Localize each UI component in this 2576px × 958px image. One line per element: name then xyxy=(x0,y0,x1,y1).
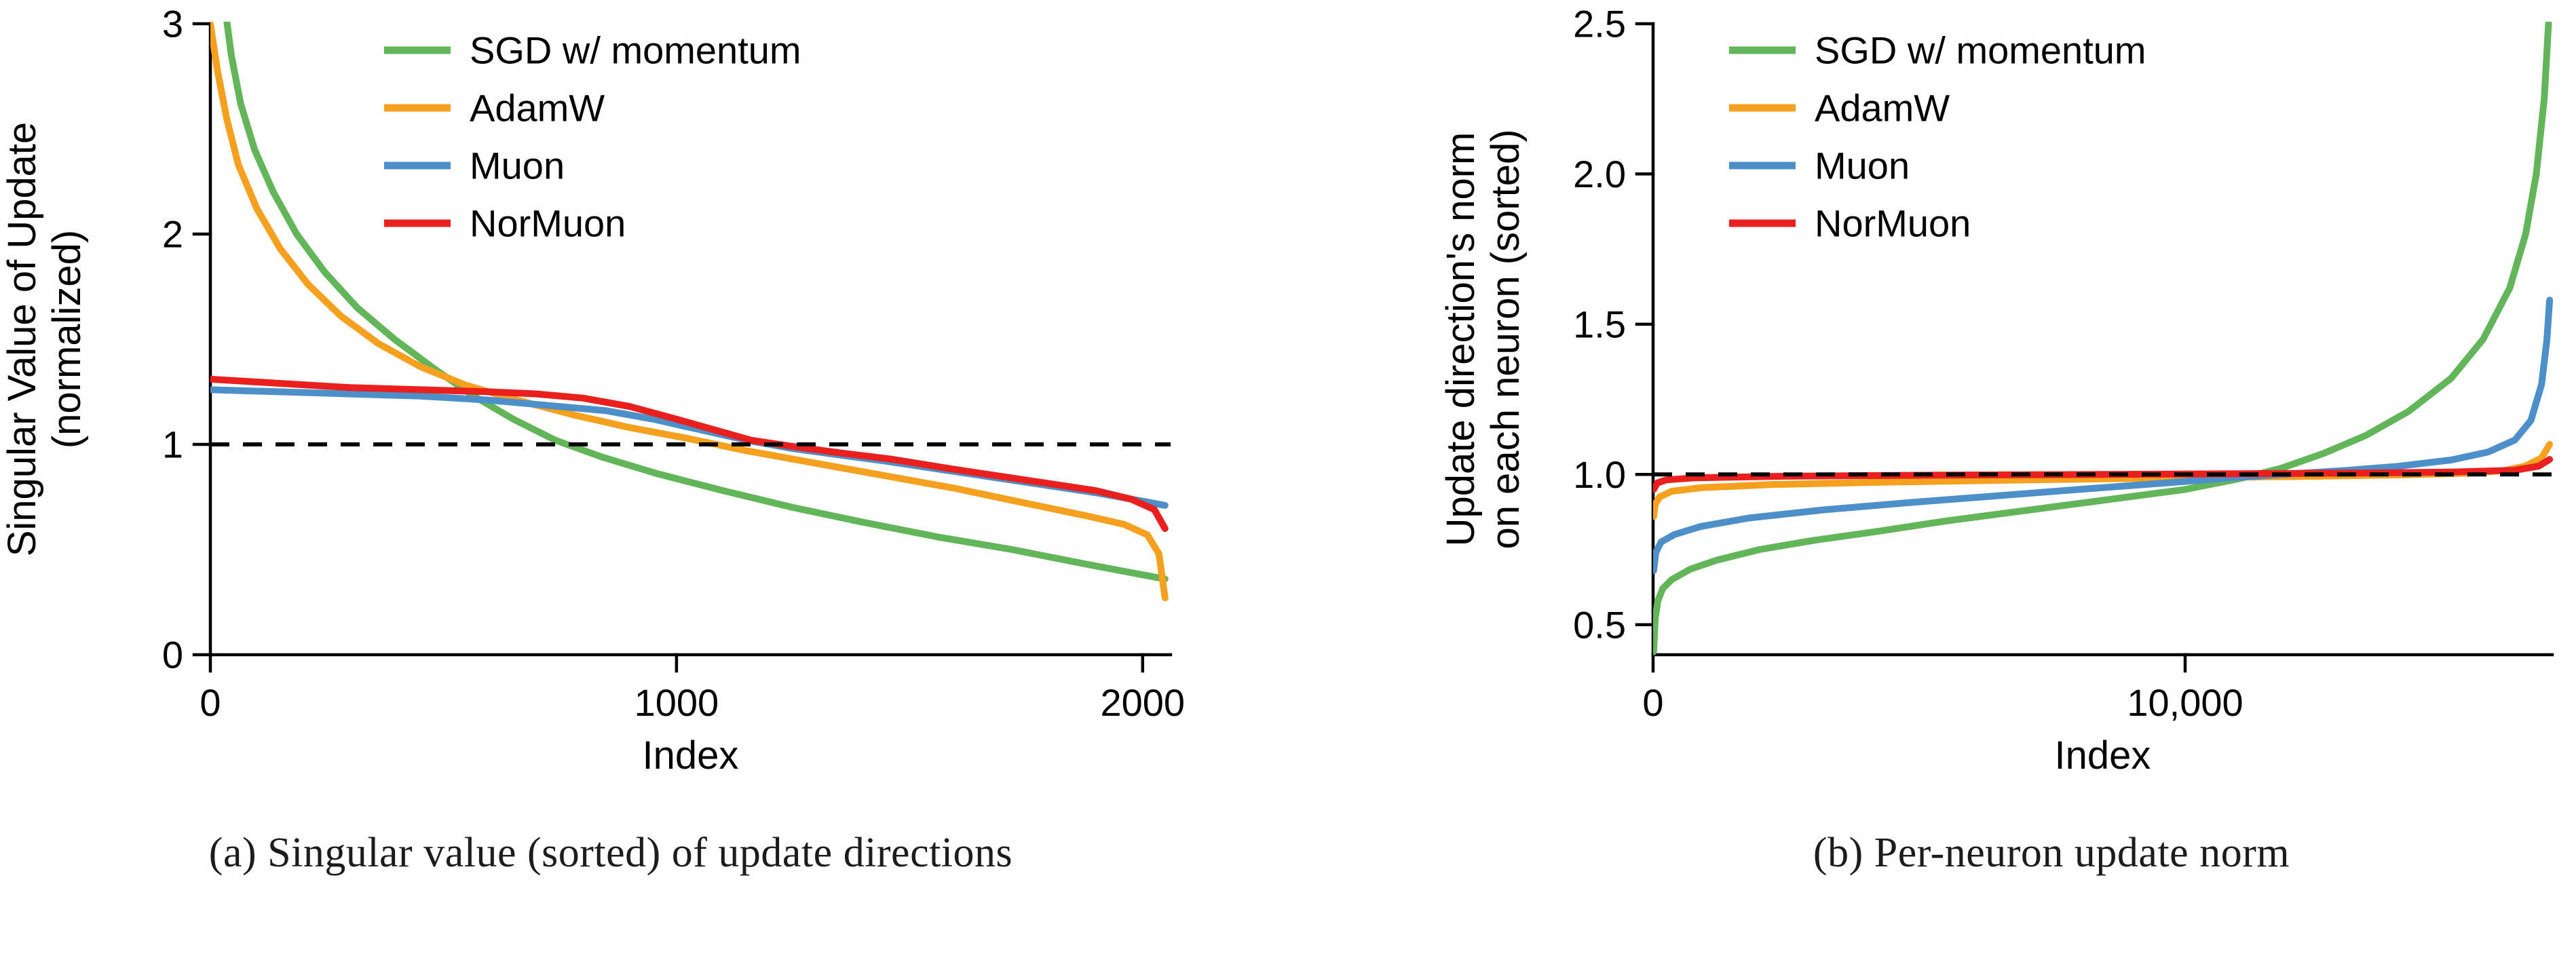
y-tick-label: 1.5 xyxy=(1573,303,1626,345)
x-tick-label: 10,000 xyxy=(2127,681,2243,724)
chart-per-neuron-norm: 0.5 1.0 1.5 2.0 2.5 0 10,000 Index Update direct… xyxy=(1439,3,2554,778)
series-line-muon xyxy=(1653,296,2554,574)
caption-b: (b) Per-neuron update norm xyxy=(1813,830,2290,876)
legend: SGD w/ momentum AdamW Muon NorMuon xyxy=(1729,29,2146,245)
series-line-adamw xyxy=(210,22,1169,602)
series-line-muon xyxy=(210,386,1169,509)
y-axis-label: Update direction's norm xyxy=(1439,132,1483,547)
y-tick-label: 2.5 xyxy=(1573,3,1626,45)
axes xyxy=(192,22,1173,673)
x-tick-label: 1000 xyxy=(634,681,719,724)
x-axis-label: Index xyxy=(2055,733,2151,778)
axis-labels: Index Singular Value of Update (normalized… xyxy=(0,122,738,778)
series-line-sgd-w-momentum xyxy=(1653,22,2552,655)
series-line-normuon xyxy=(210,375,1169,532)
series-line-adamw xyxy=(1653,441,2554,520)
y-tick-label: 1.0 xyxy=(1573,453,1626,496)
series-group xyxy=(210,22,1169,602)
caption-a: (a) Singular value (sorted) of update di… xyxy=(208,830,1013,876)
axes xyxy=(1635,22,2554,673)
legend-label: Muon xyxy=(1815,145,1910,187)
y-tick-label: 0.5 xyxy=(1573,603,1626,646)
y-tick-label: 0 xyxy=(162,634,183,676)
axis-labels: Index Update direction's norm on each neur… xyxy=(1439,129,2151,778)
x-tick-label: 0 xyxy=(1642,681,1663,724)
legend-label: NorMuon xyxy=(470,202,626,245)
tick-labels: 0 1 2 3 0 1000 2000 xyxy=(162,3,1185,724)
y-tick-label: 2 xyxy=(162,213,183,256)
y-tick-label: 3 xyxy=(162,3,183,45)
chart-singular-values: 0 1 2 3 0 1000 2000 Index Singular Value of Upda… xyxy=(0,3,1185,778)
y-axis-label: on each neuron (sorted) xyxy=(1483,129,1528,549)
y-axis-label: Singular Value of Update xyxy=(0,122,44,557)
legend-label: NorMuon xyxy=(1815,202,1971,245)
legend-label: SGD w/ momentum xyxy=(470,29,801,72)
legend-label: Muon xyxy=(470,145,565,187)
y-tick-label: 1 xyxy=(162,423,183,466)
x-axis-label: Index xyxy=(643,733,739,778)
x-tick-label: 2000 xyxy=(1100,681,1185,724)
series-line-normuon xyxy=(1653,456,2554,493)
legend: SGD w/ momentum AdamW Muon NorMuon xyxy=(384,29,801,245)
legend-label: AdamW xyxy=(470,87,605,130)
y-axis-label: (normalized) xyxy=(45,230,89,448)
y-tick-label: 2.0 xyxy=(1573,153,1626,195)
x-tick-label: 0 xyxy=(200,681,221,724)
series-group xyxy=(1653,22,2554,655)
legend-label: SGD w/ momentum xyxy=(1815,29,2146,72)
tick-labels: 0.5 1.0 1.5 2.0 2.5 0 10,000 xyxy=(1573,3,2243,724)
legend-label: AdamW xyxy=(1815,87,1950,130)
series-line-sgd-w-momentum xyxy=(223,22,1169,583)
